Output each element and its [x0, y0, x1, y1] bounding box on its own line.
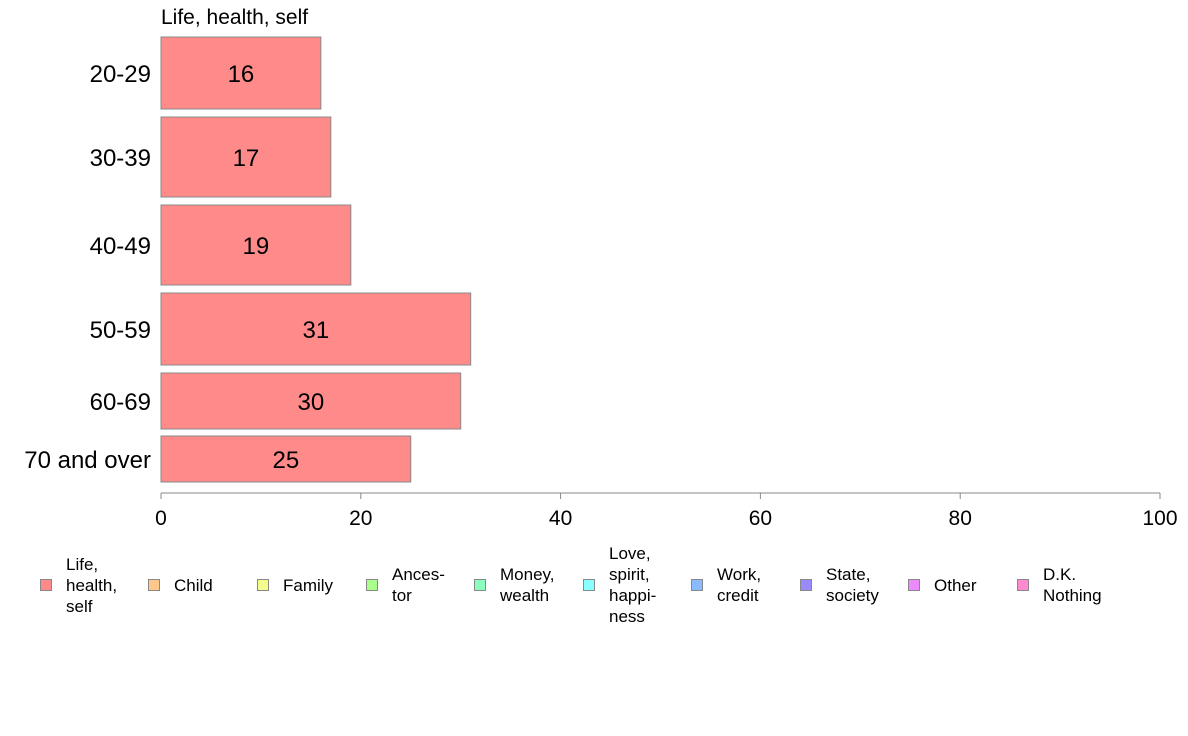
legend-label: Money, wealth: [500, 565, 555, 605]
legend: Life, health, self Child Family Ances- tor M…: [30, 540, 1160, 630]
legend-label: Life, health, self: [66, 554, 118, 616]
category-label: 60-69: [90, 389, 151, 416]
category-label: 50-59: [90, 317, 151, 344]
category-label: 70 and over: [24, 447, 151, 474]
legend-swatch: [1017, 579, 1029, 591]
x-tick-label: 40: [549, 507, 572, 530]
bar-value-label: 19: [243, 233, 270, 260]
bar-value-label: 16: [228, 61, 255, 88]
bar-40-49: [160, 204, 352, 286]
category-label: 20-29: [90, 61, 151, 88]
legend-label: Child: [174, 575, 213, 595]
bar-30-39: [160, 116, 332, 198]
legend-item: Other: [908, 540, 977, 630]
category-label: 30-39: [90, 145, 151, 172]
x-tick-label: 80: [949, 507, 972, 530]
x-tick-label: 100: [1142, 507, 1177, 530]
x-axis: 0 20 40 60 80 100: [155, 492, 1178, 530]
legend-label: D.K. Nothing: [1043, 565, 1102, 605]
bar-70-and-over: [160, 435, 412, 483]
x-tick-label: 60: [749, 507, 772, 530]
legend-item: D.K. Nothing: [1017, 540, 1102, 630]
x-tick-label: 0: [155, 507, 167, 530]
legend-item: Money, wealth: [474, 540, 555, 630]
legend-swatch: [40, 579, 52, 591]
bar-60-69: [160, 372, 462, 430]
legend-swatch: [691, 579, 703, 591]
legend-swatch: [148, 579, 160, 591]
category-label: 40-49: [90, 233, 151, 260]
legend-label: Family: [283, 575, 334, 595]
legend-label: Ances- tor: [392, 565, 445, 605]
legend-item: Family: [257, 540, 333, 630]
bar-20-29: [160, 36, 322, 110]
legend-label: State, society: [826, 565, 879, 605]
legend-item: Work, credit: [691, 540, 761, 630]
bar-value-label: 31: [302, 317, 329, 344]
x-tick-label: 20: [349, 507, 372, 530]
legend-label: Other: [934, 575, 977, 595]
legend-item: Ances- tor: [366, 540, 445, 630]
bars-group: 16 20-29 17 30-39 19 40-49 31 50-59 30 60-69 25 70 …: [24, 36, 472, 483]
legend-swatch: [366, 579, 378, 591]
legend-label: Love, spirit, happi- ness: [609, 544, 657, 626]
legend-swatch: [257, 579, 269, 591]
legend-item: Life, health, self: [40, 540, 117, 630]
bar-value-label: 17: [233, 145, 260, 172]
legend-item: State, society: [800, 540, 879, 630]
legend-item: Love, spirit, happi- ness: [583, 540, 656, 630]
panel-title: Life, health, self: [161, 6, 308, 29]
bar-50-59: [160, 292, 472, 366]
bar-value-label: 30: [297, 389, 324, 416]
legend-swatch: [800, 579, 812, 591]
legend-swatch: [583, 579, 595, 591]
legend-item: Child: [148, 540, 213, 630]
bar-value-label: 25: [273, 447, 300, 474]
legend-swatch: [474, 579, 486, 591]
legend-swatch: [908, 579, 920, 591]
legend-label: Work, credit: [717, 565, 762, 605]
